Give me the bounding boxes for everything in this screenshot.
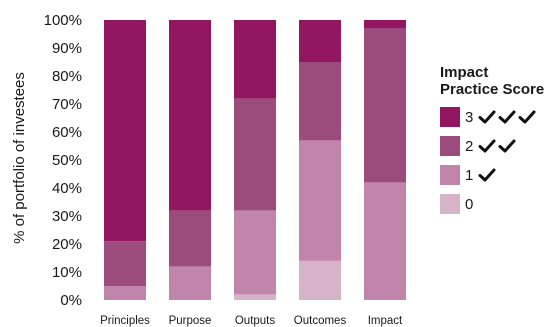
legend-item-score-3: 3: [440, 106, 548, 128]
y-tick-label: 20%: [52, 236, 82, 253]
bar-segment-outcomes-score-2: [299, 62, 341, 141]
legend-swatch: [440, 165, 460, 185]
x-tick-label: Principles: [100, 315, 150, 327]
legend-item-score-1: 1: [440, 164, 548, 186]
y-tick-label: 10%: [52, 264, 82, 281]
bar-segment-purpose-score-2: [169, 210, 211, 267]
x-tick-label: Purpose: [169, 315, 212, 327]
y-axis-ticks: 0% 10% 20% 30% 40% 50% 60% 70% 80% 90% 100%: [44, 12, 82, 309]
y-tick-label: 40%: [52, 180, 82, 197]
bar-segment-outputs-score-1: [234, 210, 276, 295]
legend-checks: [478, 138, 518, 154]
x-tick-label: Outputs: [235, 315, 276, 327]
bar-segment-outcomes-score-3: [299, 20, 341, 62]
checkmark-icon: [498, 139, 516, 153]
bar-segment-principles-score-2: [104, 241, 146, 286]
bar-segment-impact-score-3: [364, 20, 406, 29]
legend: Impact Practice Score 3 2 1 0: [440, 64, 548, 222]
legend-item-score-2: 2: [440, 135, 548, 157]
legend-label: 1: [465, 166, 474, 184]
legend-label: 3: [465, 108, 474, 126]
checkmark-icon: [478, 139, 496, 153]
bar-segment-impact-score-2: [364, 28, 406, 183]
x-axis-ticks: Principles Purpose Outputs Outcomes Impact: [100, 315, 403, 327]
bar-segment-impact-score-1: [364, 182, 406, 300]
bar-segment-purpose-score-3: [169, 20, 211, 211]
legend-swatch: [440, 194, 460, 214]
bars: [104, 20, 406, 300]
bar-segment-outputs-score-2: [234, 98, 276, 211]
legend-items: 3 2 1 0: [440, 106, 548, 215]
y-tick-label: 60%: [52, 124, 82, 141]
y-axis-label: % of portfolio of investees: [11, 72, 28, 244]
x-tick-label: Impact: [368, 315, 403, 327]
y-tick-label: 0%: [60, 292, 82, 309]
bar-segment-principles-score-3: [104, 20, 146, 242]
bar-segment-outcomes-score-1: [299, 140, 341, 261]
x-tick-label: Outcomes: [294, 315, 347, 327]
legend-checks: [478, 167, 498, 183]
checkmark-icon: [518, 110, 536, 124]
legend-item-score-0: 0: [440, 193, 548, 215]
y-tick-label: 90%: [52, 40, 82, 57]
legend-label: 2: [465, 137, 474, 155]
legend-checks: [478, 109, 538, 125]
bar-segment-principles-score-1: [104, 286, 146, 300]
y-tick-label: 80%: [52, 68, 82, 85]
y-tick-label: 50%: [52, 152, 82, 169]
legend-swatch: [440, 107, 460, 127]
checkmark-icon: [478, 168, 496, 182]
legend-label: 0: [465, 195, 474, 213]
y-tick-label: 30%: [52, 208, 82, 225]
bar-segment-outputs-score-3: [234, 20, 276, 99]
bar-segment-purpose-score-1: [169, 266, 211, 300]
y-tick-label: 70%: [52, 96, 82, 113]
legend-title: Impact Practice Score: [440, 64, 545, 98]
bar-segment-outputs-score-0: [234, 294, 276, 300]
checkmark-icon: [498, 110, 516, 124]
y-tick-label: 100%: [44, 12, 82, 29]
checkmark-icon: [478, 110, 496, 124]
bar-segment-outcomes-score-0: [299, 260, 341, 300]
legend-swatch: [440, 136, 460, 156]
